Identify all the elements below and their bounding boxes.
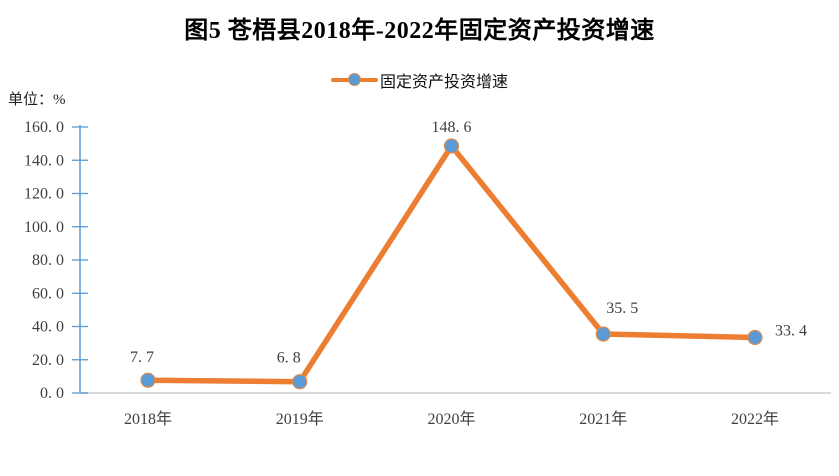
- data-point-label: 35. 5: [606, 300, 638, 317]
- data-point-label: 33. 4: [775, 322, 807, 339]
- y-tick-label: 80. 0: [32, 252, 64, 269]
- y-tick-label: 120. 0: [24, 186, 64, 203]
- unit-label: 单位：%: [8, 92, 66, 108]
- chart-title: 图5 苍梧县2018年-2022年固定资产投资增速: [184, 18, 655, 44]
- x-tick-label: 2020年: [427, 410, 475, 428]
- data-point-marker: [140, 372, 156, 388]
- data-point-label: 6. 8: [277, 350, 301, 367]
- y-tick-label: 60. 0: [32, 285, 64, 302]
- data-point-marker: [595, 326, 611, 342]
- y-tick-label: 0. 0: [40, 385, 64, 402]
- series-line: [145, 143, 758, 385]
- x-tick-label: 2018年: [124, 410, 172, 428]
- x-tick-label: 2022年: [731, 410, 779, 428]
- x-tick-label: 2019年: [276, 410, 324, 428]
- y-tick-label: 140. 0: [24, 152, 64, 169]
- legend-line-marker-icon: [330, 73, 378, 87]
- legend-series-label: 固定资产投资增速: [379, 74, 508, 91]
- y-tick-label: 20. 0: [32, 352, 64, 369]
- legend: 固定资产投资增速: [0, 68, 839, 92]
- data-point-marker: [443, 138, 460, 154]
- y-tick-label: 160. 0: [24, 119, 64, 136]
- y-tick-label: 100. 0: [24, 219, 64, 236]
- data-point-marker: [747, 329, 763, 346]
- x-tick-label: 2021年: [579, 410, 627, 428]
- y-tick-label: 40. 0: [32, 319, 64, 336]
- legend-dot-icon: [347, 73, 361, 86]
- data-point-marker: [292, 374, 308, 390]
- data-point-label: 148. 6: [432, 119, 472, 136]
- data-point-label: 7. 7: [130, 349, 154, 366]
